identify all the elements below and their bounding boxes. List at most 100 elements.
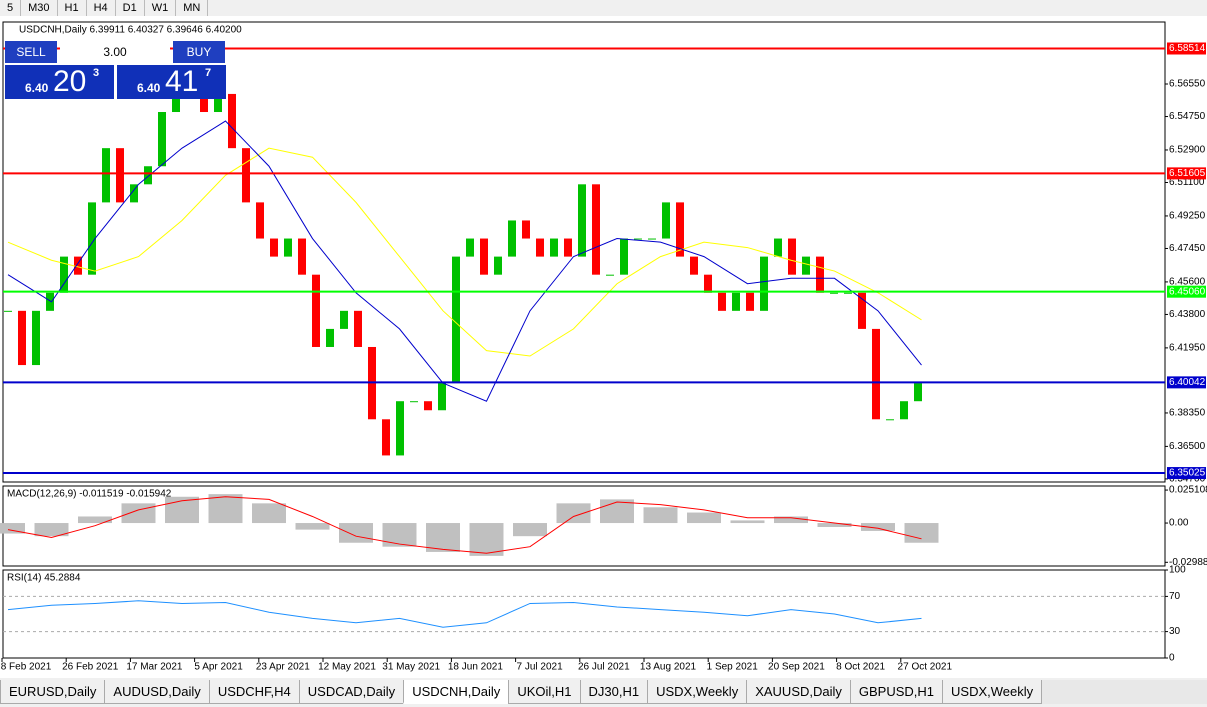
candle — [32, 310, 40, 366]
y-tick-label: -0.029881 — [1169, 557, 1207, 568]
macd-bar — [904, 523, 939, 543]
candle — [676, 202, 684, 257]
sell-button[interactable]: SELL — [5, 41, 57, 63]
panel-frame — [2, 569, 1166, 659]
candle — [396, 401, 404, 456]
candle — [550, 238, 558, 257]
chart-tab[interactable]: XAUUSD,Daily — [746, 680, 851, 704]
timeframe-toolbar: 5 M30 H1 H4 D1 W1 MN — [0, 0, 209, 16]
candle — [88, 202, 96, 275]
macd-bar — [295, 523, 330, 530]
candle — [326, 328, 334, 347]
candle — [592, 184, 600, 275]
candle — [648, 238, 656, 240]
bid-small: 3 — [93, 67, 100, 79]
candle — [46, 292, 54, 311]
chart-tab[interactable]: USDCHF,H4 — [208, 680, 300, 704]
macd-bar — [643, 507, 678, 524]
y-tick-label: 6.36500 — [1169, 441, 1206, 452]
y-tick-label: 6.41950 — [1169, 343, 1206, 354]
timeframe-button[interactable]: H4 — [87, 0, 116, 16]
y-tick-label: 6.43800 — [1169, 309, 1206, 320]
macd-bar — [121, 503, 156, 524]
sell-price[interactable]: 6.40 20 3 — [5, 65, 114, 99]
candle — [872, 328, 880, 420]
timeframe-button[interactable]: H1 — [58, 0, 87, 16]
candle — [690, 256, 698, 275]
x-tick-label: 17 Mar 2021 — [126, 662, 183, 673]
bid-big: 20 — [53, 65, 87, 98]
x-tick-label: 1 Sep 2021 — [707, 662, 759, 673]
x-tick-label: 27 Oct 2021 — [898, 662, 953, 673]
y-tick-label: 0 — [1169, 653, 1175, 664]
macd-bar — [0, 523, 25, 534]
candle — [228, 93, 236, 149]
candle — [466, 238, 474, 257]
candle — [774, 238, 782, 257]
chart-tab[interactable]: USDX,Weekly — [942, 680, 1043, 704]
x-tick-label: 18 Jun 2021 — [448, 662, 503, 673]
panel-title: USDCNH,Daily 6.39911 6.40327 6.39646 6.4… — [19, 25, 242, 36]
candle — [508, 220, 516, 257]
timeframe-button[interactable]: D1 — [116, 0, 145, 16]
y-tick-label: 6.52900 — [1169, 145, 1206, 156]
chart-tab[interactable]: USDX,Weekly — [647, 680, 748, 704]
timeframe-button[interactable]: 5 — [0, 0, 22, 16]
trade-panel: SELL 3.00 BUY 6.40 20 3 6.40 41 7 — [5, 41, 226, 99]
candle — [620, 238, 628, 275]
candle — [410, 401, 418, 403]
macd-bar — [556, 503, 591, 524]
level-label: 6.40042 — [1169, 377, 1206, 388]
chart-tab[interactable]: GBPUSD,H1 — [849, 680, 944, 704]
macd-bar — [730, 520, 765, 524]
candle — [4, 310, 12, 312]
macd-bar — [817, 523, 852, 527]
candle — [732, 292, 740, 311]
chart-window: USDCNH,Daily 6.39911 6.40327 6.39646 6.4… — [0, 16, 1207, 678]
chart-tab[interactable]: EURUSD,Daily — [0, 680, 106, 704]
macd-bar — [382, 523, 417, 547]
candle — [102, 148, 110, 203]
volume-input[interactable]: 3.00 — [60, 41, 170, 63]
timeframe-button[interactable]: MN — [176, 0, 209, 16]
candle — [480, 238, 488, 275]
chart-tab[interactable]: AUDUSD,Daily — [104, 680, 210, 704]
candle — [746, 292, 754, 311]
timeframe-button[interactable]: W1 — [145, 0, 177, 16]
candle — [158, 112, 166, 167]
y-tick-label: 70 — [1169, 591, 1181, 602]
y-tick-label: 6.34700 — [1169, 474, 1206, 485]
candle — [340, 310, 348, 329]
chart-tab[interactable]: USDCAD,Daily — [298, 680, 405, 704]
buy-price[interactable]: 6.40 41 7 — [117, 65, 226, 99]
chart-tab[interactable]: UKOil,H1 — [508, 680, 581, 704]
candle — [214, 93, 222, 113]
candle — [452, 256, 460, 384]
y-tick-label: 6.49250 — [1169, 211, 1206, 222]
level-label: 6.35025 — [1169, 468, 1206, 479]
y-tick-label: 6.38350 — [1169, 408, 1206, 419]
candle — [536, 238, 544, 257]
x-tick-label: 31 May 2021 — [382, 662, 440, 673]
candle — [312, 274, 320, 347]
chart-tab[interactable]: DJ30,H1 — [579, 680, 649, 704]
candle — [914, 383, 922, 402]
macd-bar — [469, 523, 504, 556]
chart-tab[interactable]: USDCNH,Daily — [403, 680, 510, 704]
x-tick-label: 26 Feb 2021 — [62, 662, 119, 673]
candle — [802, 256, 810, 275]
ma-fast — [7, 120, 922, 402]
y-tick-label: 6.45600 — [1169, 277, 1206, 288]
x-tick-label: 8 Oct 2021 — [836, 662, 885, 673]
y-tick-label: 6.56550 — [1169, 79, 1206, 90]
candle — [172, 93, 180, 113]
level-label-bg — [1167, 376, 1206, 389]
candle — [704, 274, 712, 293]
timeframe-button[interactable]: M30 — [21, 0, 58, 16]
candle — [816, 256, 824, 293]
y-tick-label: 0.00 — [1169, 518, 1189, 529]
buy-button[interactable]: BUY — [173, 41, 225, 63]
bid-head: 6.40 — [25, 81, 49, 95]
x-tick-label: 7 Jul 2021 — [517, 662, 564, 673]
y-tick-label: 6.54750 — [1169, 111, 1206, 122]
